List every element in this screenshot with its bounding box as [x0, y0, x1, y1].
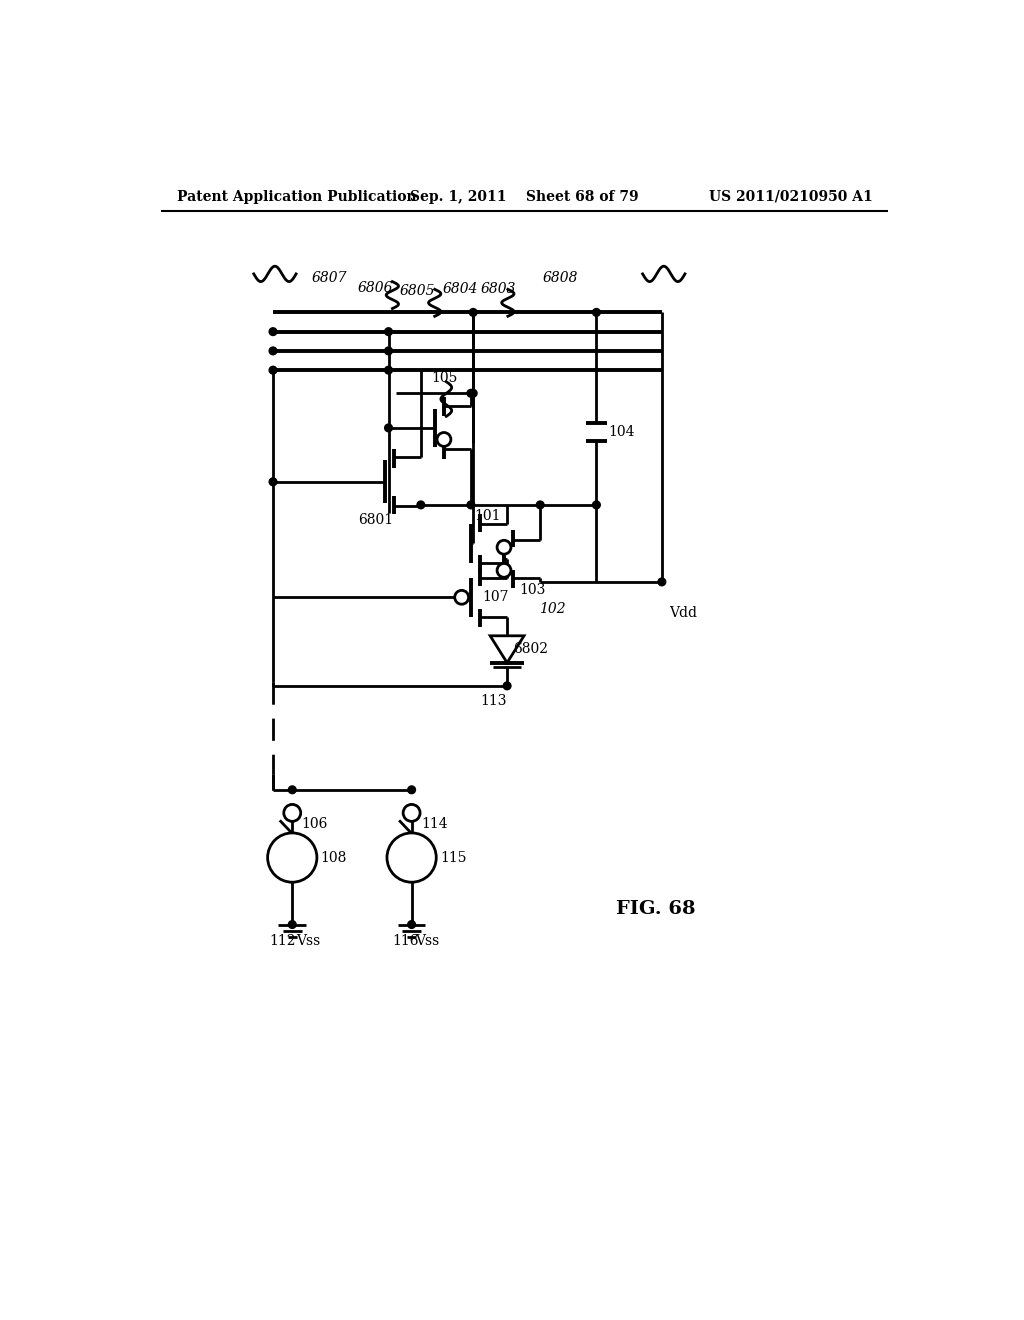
Circle shape	[437, 433, 451, 446]
Text: 112: 112	[269, 935, 296, 949]
Text: Sep. 1, 2011    Sheet 68 of 79: Sep. 1, 2011 Sheet 68 of 79	[411, 190, 639, 203]
Text: Vss: Vss	[416, 935, 439, 949]
Text: 108: 108	[321, 850, 347, 865]
Circle shape	[385, 424, 392, 432]
Circle shape	[469, 309, 477, 317]
Circle shape	[455, 590, 469, 605]
Text: FIG. 68: FIG. 68	[615, 900, 695, 919]
Text: 102: 102	[539, 602, 565, 616]
Text: 103: 103	[519, 582, 546, 597]
Text: 116: 116	[392, 935, 419, 949]
Text: 6804: 6804	[442, 282, 478, 296]
Text: 6807: 6807	[311, 271, 347, 285]
Circle shape	[289, 921, 296, 928]
Text: 6802: 6802	[513, 642, 548, 656]
Circle shape	[408, 785, 416, 793]
Circle shape	[269, 327, 276, 335]
Circle shape	[289, 785, 296, 793]
Circle shape	[537, 502, 544, 508]
Circle shape	[469, 389, 477, 397]
Text: 107: 107	[482, 590, 509, 605]
Circle shape	[385, 367, 392, 374]
Circle shape	[503, 682, 511, 689]
Circle shape	[269, 478, 276, 486]
Text: 115: 115	[440, 850, 467, 865]
Text: 6801: 6801	[357, 513, 393, 527]
Circle shape	[593, 309, 600, 317]
Circle shape	[385, 347, 392, 355]
Text: US 2011/0210950 A1: US 2011/0210950 A1	[709, 190, 872, 203]
Circle shape	[658, 578, 666, 586]
Circle shape	[467, 389, 475, 397]
Circle shape	[269, 347, 276, 355]
Text: 105: 105	[431, 371, 458, 385]
Circle shape	[408, 921, 416, 928]
Text: Patent Application Publication: Patent Application Publication	[177, 190, 417, 203]
Text: 6803: 6803	[481, 282, 516, 296]
Text: 6806: 6806	[357, 281, 393, 294]
Text: 101: 101	[475, 510, 502, 524]
Circle shape	[387, 833, 436, 882]
Circle shape	[497, 540, 511, 554]
Circle shape	[267, 833, 316, 882]
Text: 6805: 6805	[400, 284, 435, 298]
Text: 6808: 6808	[543, 271, 578, 285]
Circle shape	[417, 502, 425, 508]
Text: Vdd: Vdd	[670, 606, 697, 619]
Circle shape	[385, 327, 392, 335]
Text: Vss: Vss	[296, 935, 321, 949]
Circle shape	[467, 502, 475, 508]
Text: 106: 106	[301, 817, 328, 832]
Text: 104: 104	[608, 425, 635, 438]
Circle shape	[284, 804, 301, 821]
Circle shape	[403, 804, 420, 821]
Circle shape	[593, 502, 600, 508]
Circle shape	[497, 564, 511, 577]
Circle shape	[269, 367, 276, 374]
Text: 114: 114	[421, 817, 447, 832]
Text: 113: 113	[480, 694, 507, 709]
